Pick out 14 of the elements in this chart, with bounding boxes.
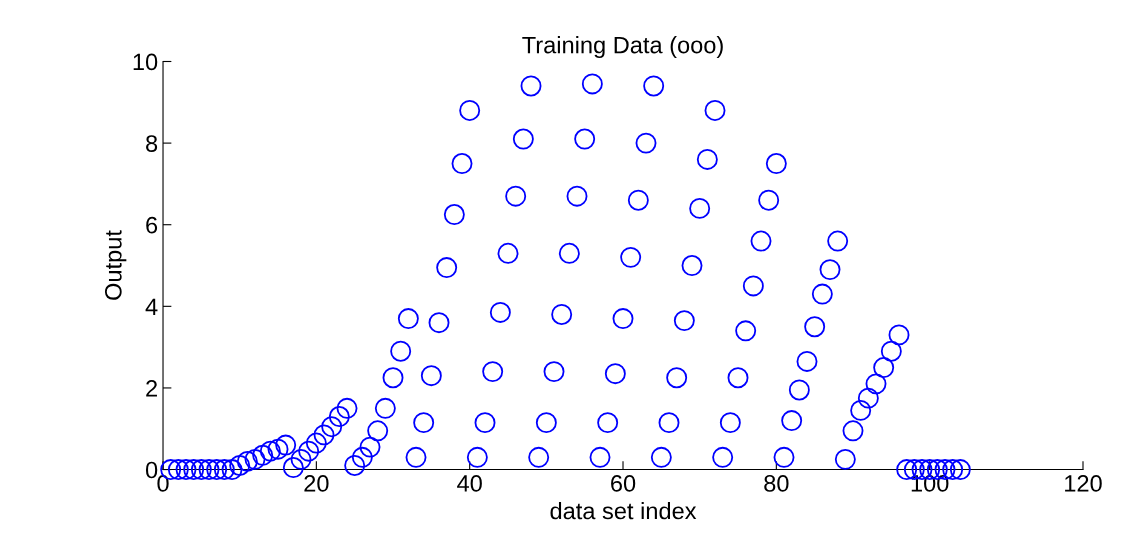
y-tick-label: 0 <box>145 461 158 479</box>
x-tick-label: 40 <box>457 475 482 492</box>
y-tick-label: 4 <box>145 298 158 315</box>
y-axis-title: Output <box>104 230 127 300</box>
x-tick-label: 80 <box>764 475 789 492</box>
y-tick-label: 2 <box>146 380 157 397</box>
x-tick-label: 20 <box>304 475 329 492</box>
x-tick-label: 60 <box>611 475 636 492</box>
y-tick-label: 8 <box>146 135 158 152</box>
x-tick-label: 120 <box>1065 475 1102 492</box>
y-tick-label: 10 <box>133 53 158 71</box>
x-axis-title: data set index <box>550 501 697 520</box>
chart-title: Training Data (ooo) <box>522 36 723 59</box>
y-tick-label: 6 <box>146 216 158 234</box>
